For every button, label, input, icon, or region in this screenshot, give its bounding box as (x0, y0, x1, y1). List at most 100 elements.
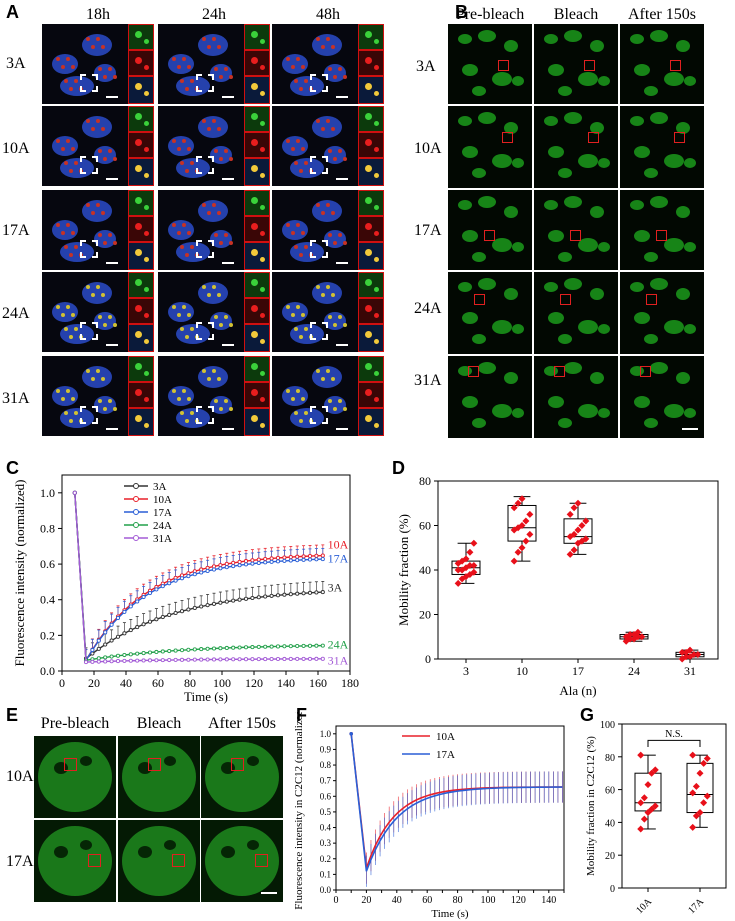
scale-bar (336, 428, 348, 430)
inset-channel (244, 324, 270, 352)
nucleus (324, 396, 347, 414)
nucleolus (247, 756, 259, 766)
chart-g-ytick-label: 100 (600, 720, 615, 731)
chart-c-point (231, 657, 236, 662)
puncta (229, 241, 233, 245)
inset-channel (244, 106, 270, 132)
nucleus (82, 366, 112, 388)
puncta (296, 57, 300, 61)
puncta (214, 315, 218, 319)
panel-e-col-prebleach: Pre-bleach (40, 715, 110, 732)
chart-c-point (135, 625, 140, 630)
nucleus (198, 282, 228, 304)
bleach-roi-box (640, 366, 651, 377)
micrograph-tile (42, 356, 154, 436)
puncta (286, 57, 290, 61)
inset-spot (251, 31, 258, 38)
chart-c-point (167, 648, 172, 654)
puncta (180, 245, 184, 249)
puncta (74, 411, 78, 415)
inset-spot (144, 257, 149, 262)
puncta (182, 389, 186, 393)
chart-f-xtick-label: 100 (481, 895, 496, 906)
condensate (664, 72, 684, 86)
bleach-roi-box (588, 132, 599, 143)
inset-spot (365, 305, 372, 312)
condensate (634, 230, 650, 242)
micrograph-tile (158, 106, 270, 186)
scale-bar (106, 96, 118, 98)
chart-c-end-label: 31A (328, 653, 349, 667)
puncta (299, 169, 303, 173)
puncta (113, 407, 117, 411)
chart-d-data-point (678, 648, 686, 656)
nucleus (122, 826, 196, 896)
panel-label-d: D (392, 458, 405, 478)
chart-f-ytick-label: 0.8 (320, 760, 332, 770)
inset-spot (260, 205, 265, 210)
condensate (578, 72, 598, 86)
condensate (504, 40, 518, 52)
condensate (544, 34, 558, 44)
puncta (113, 241, 117, 245)
frap-tile (620, 356, 704, 438)
condensate (630, 34, 644, 44)
condensate (492, 154, 512, 168)
inset-channel (128, 106, 154, 132)
inset-spot (135, 139, 142, 146)
chart-c-point (186, 574, 191, 579)
chart-c-point (295, 656, 300, 661)
puncta (113, 323, 117, 327)
chart-c-point (218, 646, 223, 651)
chart-c-point (173, 648, 178, 653)
micrograph-tile (272, 272, 384, 352)
chart-c-point (224, 645, 229, 651)
chart-f-legend-label: 10A (436, 731, 455, 743)
nucleolus (80, 840, 92, 850)
chart-c-point (103, 659, 108, 664)
puncta (224, 399, 228, 403)
chart-c-legend-label: 24A (153, 520, 172, 532)
inset-channel (128, 216, 154, 242)
puncta (61, 313, 65, 317)
inset-spot (365, 223, 372, 230)
chart-c-point (141, 622, 146, 627)
chart-c-point (307, 643, 313, 648)
puncta (326, 203, 330, 207)
panel-b-row-10a: 10A (414, 140, 442, 157)
condensate (650, 112, 668, 124)
condensate (492, 238, 512, 252)
puncta (343, 241, 347, 245)
nucleus (52, 220, 78, 240)
inset-channel (358, 356, 384, 382)
nucleus (312, 366, 342, 388)
nucleus (94, 146, 117, 164)
puncta (343, 323, 347, 327)
chart-c-point (205, 657, 210, 662)
chart-c-ytick-label: 0.2 (40, 628, 55, 642)
puncta (61, 231, 65, 235)
puncta (304, 327, 308, 331)
chart-d-data-point (638, 633, 646, 641)
chart-f-c2c12-recovery: 0 20 40 60 80 100 120 140 0.0 0.1 0.2 0.3 0.4 0.5 0.6 0… (293, 712, 565, 920)
panel-b-row-17a: 17A (414, 222, 442, 239)
puncta (333, 407, 337, 411)
puncta (212, 119, 216, 123)
nucleus (205, 826, 279, 896)
inset-spot (374, 257, 379, 262)
nucleus (94, 312, 117, 330)
panel-e-row-10a: 10A (6, 768, 34, 785)
bleach-roi-box (554, 366, 565, 377)
condensate (564, 362, 582, 374)
panel-a-row-17a: 17A (2, 222, 30, 239)
chart-c-point (307, 656, 313, 661)
frap-tile (448, 190, 532, 270)
inset-channel (128, 50, 154, 76)
condensate (644, 86, 658, 96)
condensate (684, 76, 696, 86)
chart-c-point (282, 555, 287, 560)
puncta (217, 211, 221, 215)
inset-channel (128, 132, 154, 158)
inset-channel (244, 76, 270, 104)
bleach-roi-box (570, 230, 581, 241)
